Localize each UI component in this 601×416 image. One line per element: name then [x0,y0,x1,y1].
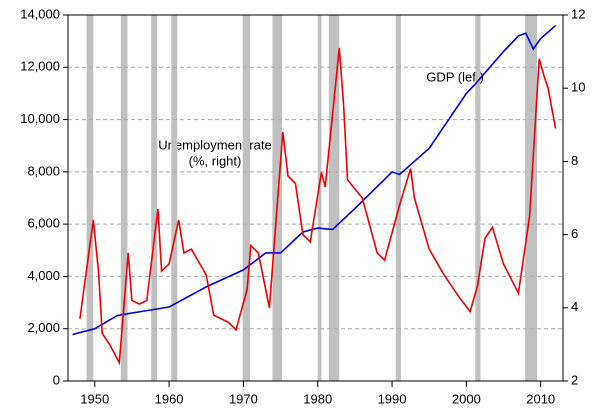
y2-tick-label: 4 [571,299,578,314]
y-tick-label: 8,000 [27,163,60,178]
plot-frame [67,14,564,382]
y-tick-label: 0 [53,372,60,387]
y-tick-label: 4,000 [27,268,60,283]
recession-band [120,15,128,381]
recession-band [171,15,178,381]
y-tick-label: 12,000 [20,59,60,74]
y2-tick-label: 12 [571,6,585,21]
series-line [79,47,557,366]
y2-tick-label: 6 [571,226,578,241]
y-tick-label: 6,000 [27,216,60,231]
x-tick-label: 1950 [80,391,109,406]
y2-tick-label: 10 [571,80,585,95]
y-tick-label: 2,000 [27,320,60,335]
series-line [72,24,557,336]
recession-band [151,15,158,381]
recession-band [242,15,251,381]
recession-band [395,15,401,381]
x-tick-label: 1970 [229,391,258,406]
x-tick-label: 2010 [526,391,555,406]
x-tick-label: 1990 [378,391,407,406]
recession-band [317,15,322,381]
recession-band [328,15,340,381]
y-tick-label: 10,000 [20,111,60,126]
y-tick-label: 14,000 [20,6,60,21]
y2-tick-label: 8 [571,153,578,168]
y2-tick-label: 2 [571,372,578,387]
x-tick-label: 1980 [303,391,332,406]
gdp-annotation: GDP (left) [426,69,484,84]
unemployment-annotation-note: (%, right) [189,153,242,168]
recession-band [86,15,94,381]
x-tick-label: 2000 [452,391,481,406]
recession-band [475,15,481,381]
x-tick-label: 1960 [155,391,184,406]
